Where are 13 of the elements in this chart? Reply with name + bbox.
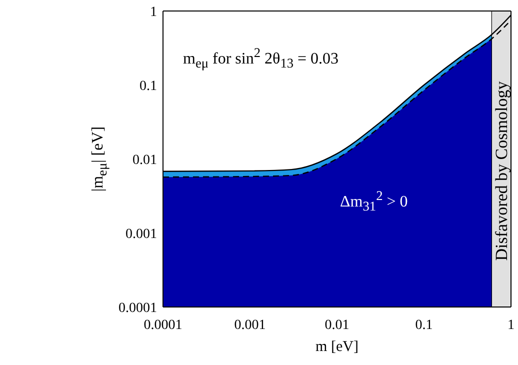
band-label: Disfavored by Cosmology [492, 80, 512, 260]
x-tick-label: 0.001 [234, 318, 266, 333]
annotation: Δm$_{31}$$^{2}$ > 0 [340, 188, 408, 215]
y-tick-label: 0.0001 [118, 300, 157, 316]
x-axis-title: m [eV] [316, 339, 358, 355]
x-tick-label: 1 [508, 318, 514, 333]
annotation: m$_{eμ}$ for sin$^{2}$ 2θ$_{13}$ = 0.03 [183, 45, 339, 72]
y-tick-label: 0.001 [126, 226, 157, 242]
y-tick-label: 1 [150, 4, 157, 20]
y-tick-label: 0.1 [140, 78, 157, 94]
x-tick-label: 0.1 [415, 318, 433, 333]
y-tick-label: 0.01 [132, 152, 157, 168]
x-tick-label: 0.01 [324, 318, 350, 333]
